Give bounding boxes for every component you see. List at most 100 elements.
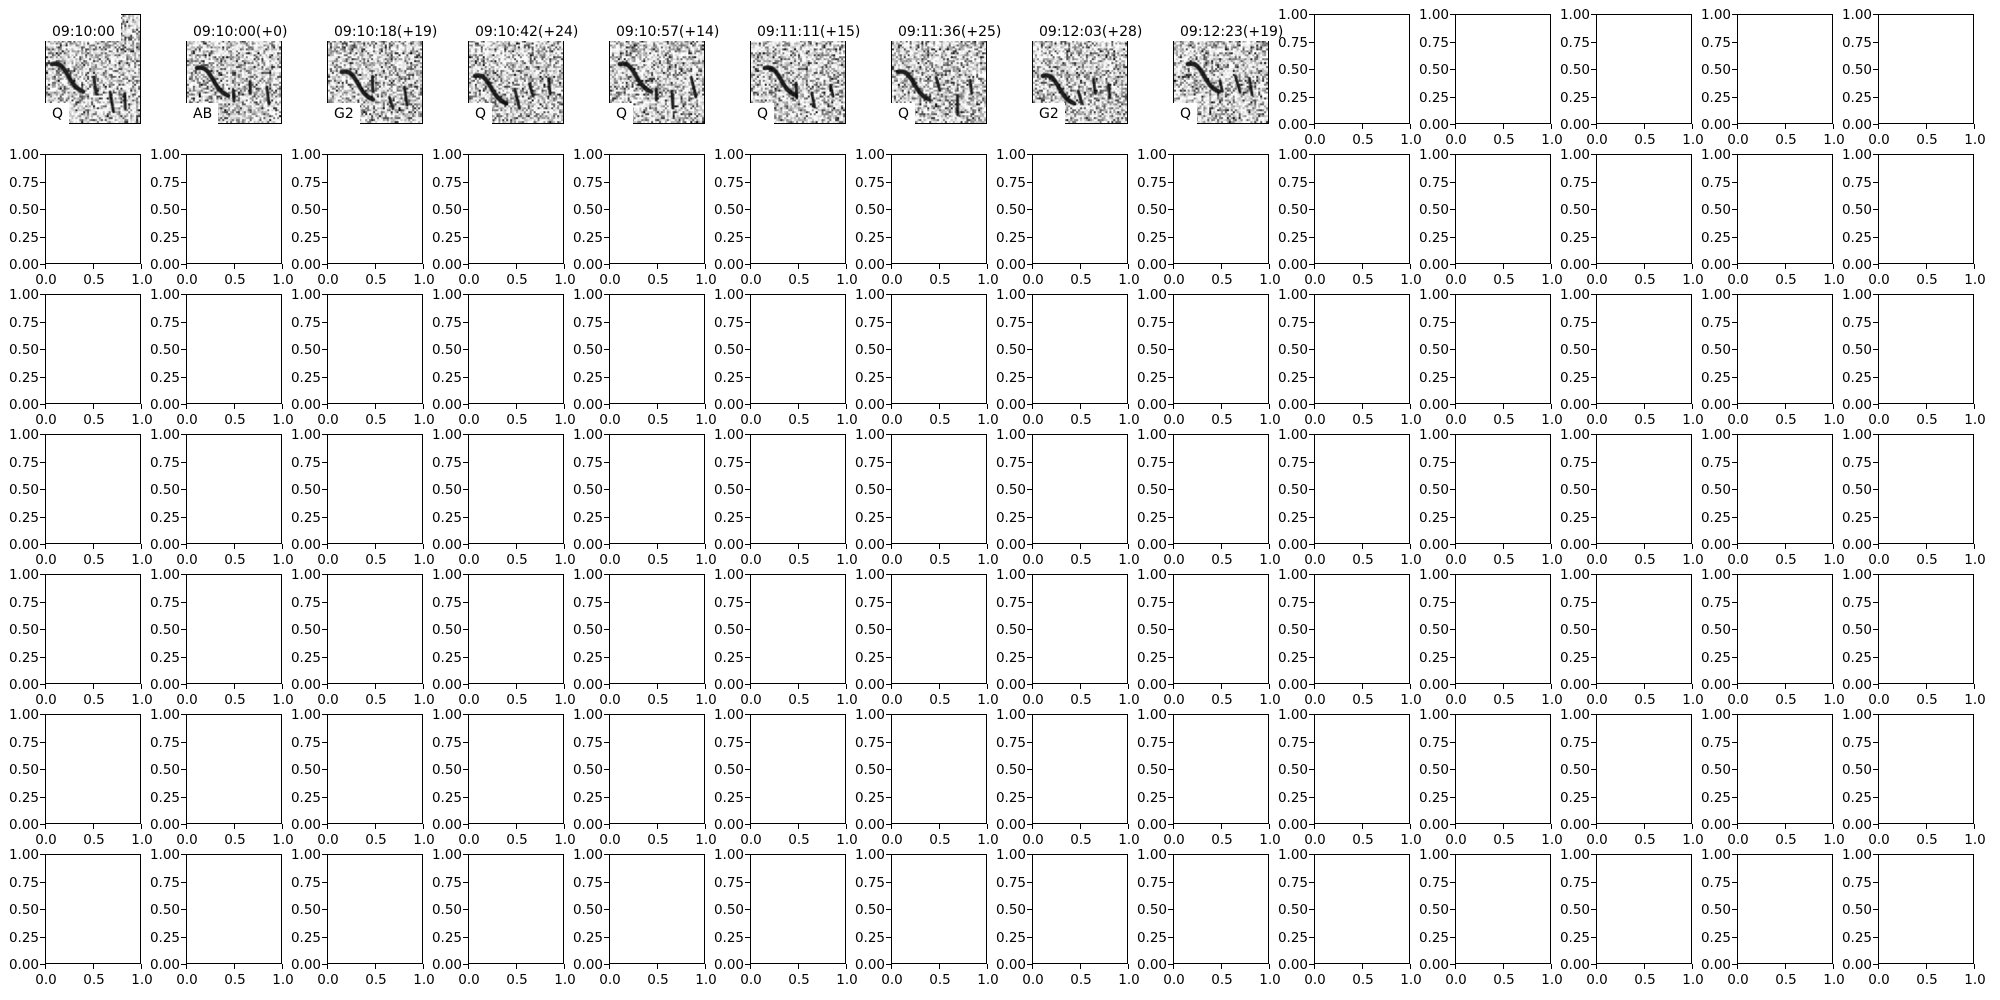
x-tick-label: 0.5 <box>224 832 246 848</box>
x-tick-label: 0.0 <box>35 412 57 428</box>
y-tick-label: 0.50 <box>1841 482 1872 498</box>
y-tick-mark <box>1168 601 1173 603</box>
y-tick-mark <box>604 714 609 716</box>
y-tick-mark <box>1168 684 1173 686</box>
y-tick-label: 0.50 <box>8 762 39 778</box>
y-tick-label: 0.00 <box>1277 817 1308 833</box>
x-tick-label: 1.0 <box>836 412 858 428</box>
y-tick-mark <box>604 376 609 378</box>
y-tick-label: 0.25 <box>431 789 462 806</box>
x-tick-label: 1.0 <box>554 552 576 568</box>
y-tick-label: 0.75 <box>713 874 744 891</box>
x-tick-label: 0.0 <box>176 272 198 288</box>
x-tick-label: 0.5 <box>788 412 810 428</box>
y-tick-mark <box>463 181 468 183</box>
y-tick-mark <box>1450 349 1455 351</box>
x-tick-mark <box>1503 404 1505 409</box>
y-tick-mark <box>1027 434 1032 436</box>
y-tick-label: 0.25 <box>1277 369 1308 386</box>
x-tick-label: 1.0 <box>1541 132 1563 148</box>
y-tick-label: 0.25 <box>854 929 885 946</box>
y-tick-mark <box>1450 684 1455 686</box>
y-tick-label: 0.50 <box>149 202 180 218</box>
x-tick-mark <box>1926 404 1928 409</box>
y-tick-label: 0.00 <box>290 397 321 413</box>
y-tick-label: 0.50 <box>1841 342 1872 358</box>
y-tick-mark <box>181 574 186 576</box>
x-tick-mark <box>987 964 989 969</box>
y-tick-mark <box>604 824 609 826</box>
y-tick-label: 0.75 <box>1700 874 1731 891</box>
x-tick-mark <box>1455 964 1457 969</box>
x-tick-mark <box>1221 684 1223 689</box>
y-tick-mark <box>604 769 609 771</box>
y-tick-mark <box>1450 14 1455 16</box>
y-tick-label: 0.25 <box>1136 369 1167 386</box>
x-tick-label: 1.0 <box>131 972 153 988</box>
y-tick-mark <box>1591 69 1596 71</box>
y-tick-mark <box>1168 796 1173 798</box>
y-tick-label: 0.50 <box>1277 202 1308 218</box>
x-tick-label: 0.5 <box>1775 832 1797 848</box>
x-tick-mark <box>1833 684 1835 689</box>
y-tick-mark <box>322 796 327 798</box>
y-tick-mark <box>322 321 327 323</box>
x-tick-label: 0.5 <box>1493 972 1515 988</box>
y-tick-label: 0.75 <box>290 174 321 191</box>
y-tick-label: 0.25 <box>290 229 321 246</box>
y-tick-label: 0.75 <box>8 454 39 471</box>
y-tick-label: 1.00 <box>995 567 1026 583</box>
empty-axes: 0.00 0.25 0.50 0.75 1.00 0.0 0.5 1.0 <box>432 288 576 427</box>
y-tick-label: 0.75 <box>1700 594 1731 611</box>
x-tick-label: 1.0 <box>1118 552 1140 568</box>
x-tick-label: 0.0 <box>317 552 339 568</box>
x-tick-mark <box>45 824 47 829</box>
y-tick-mark <box>322 769 327 771</box>
y-tick-mark <box>886 629 891 631</box>
empty-axes: 0.00 0.25 0.50 0.75 1.00 0.0 0.5 1.0 <box>1842 708 1986 847</box>
y-tick-label: 0.75 <box>854 174 885 191</box>
y-tick-mark <box>1027 404 1032 406</box>
x-tick-mark <box>1926 964 1928 969</box>
x-tick-label: 0.0 <box>1868 832 1890 848</box>
y-tick-label: 0.50 <box>854 902 885 918</box>
y-tick-label: 0.50 <box>713 482 744 498</box>
y-tick-mark <box>1168 544 1173 546</box>
x-tick-label: 0.0 <box>35 972 57 988</box>
y-tick-label: 0.00 <box>1559 677 1590 693</box>
x-tick-label: 0.0 <box>881 972 903 988</box>
y-tick-mark <box>1450 321 1455 323</box>
x-tick-mark <box>1362 124 1364 129</box>
x-tick-mark <box>327 964 329 969</box>
y-tick-mark <box>745 964 750 966</box>
y-tick-label: 0.25 <box>1136 509 1167 526</box>
y-tick-label: 0.75 <box>1559 34 1590 51</box>
x-tick-label: 1.0 <box>1259 552 1281 568</box>
y-tick-label: 0.25 <box>1841 369 1872 386</box>
x-tick-label: 1.0 <box>977 272 999 288</box>
y-tick-label: 0.00 <box>290 257 321 273</box>
y-tick-label: 0.00 <box>1700 677 1731 693</box>
x-tick-mark <box>141 264 143 269</box>
y-tick-label: 0.25 <box>1700 789 1731 806</box>
x-tick-label: 0.5 <box>647 552 669 568</box>
y-tick-label: 0.25 <box>1277 229 1308 246</box>
y-tick-mark <box>1591 41 1596 43</box>
empty-axes: 0.00 0.25 0.50 0.75 1.00 0.0 0.5 1.0 <box>1560 568 1704 707</box>
y-tick-mark <box>886 376 891 378</box>
panel-label: G2 <box>334 106 354 122</box>
x-tick-label: 1.0 <box>1541 412 1563 428</box>
x-tick-mark <box>93 684 95 689</box>
x-tick-mark <box>705 544 707 549</box>
x-tick-label: 0.0 <box>458 692 480 708</box>
y-tick-mark <box>1591 684 1596 686</box>
y-tick-mark <box>1309 41 1314 43</box>
y-tick-label: 0.25 <box>149 229 180 246</box>
y-tick-label: 0.25 <box>1700 649 1731 666</box>
y-tick-mark <box>40 461 45 463</box>
y-tick-label: 1.00 <box>149 567 180 583</box>
empty-axes: 0.00 0.25 0.50 0.75 1.00 0.0 0.5 1.0 <box>573 568 717 707</box>
y-tick-label: 0.50 <box>713 902 744 918</box>
x-tick-label: 1.0 <box>554 412 576 428</box>
x-tick-mark <box>657 964 659 969</box>
